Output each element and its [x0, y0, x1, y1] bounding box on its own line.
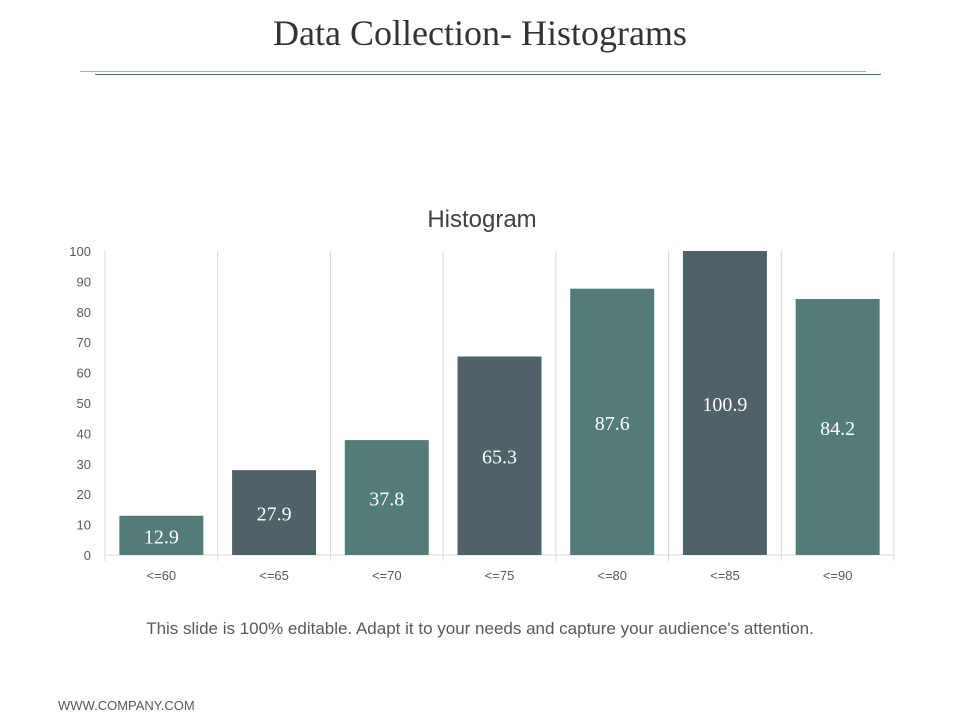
x-tick-label-1: <=60: [147, 568, 177, 583]
bar-3: [344, 440, 429, 555]
y-tick-label-50: 50: [77, 396, 91, 411]
y-tick-label-100: 100: [69, 244, 91, 259]
y-tick-label-60: 60: [77, 366, 91, 381]
x-tick-label-3: <=70: [372, 568, 402, 583]
data-label-6: 100.9: [702, 394, 747, 416]
chart-bars: [119, 251, 880, 555]
y-tick-label-0: 0: [84, 548, 91, 563]
title-divider-bottom: [95, 74, 881, 75]
y-tick-label-10: 10: [77, 518, 91, 533]
slide-title: Data Collection- Histograms: [273, 13, 687, 53]
chart-data-labels: 12.9 27.9 37.8 65.3 87.6 100.9 84.2: [144, 394, 855, 548]
slide-footnote: This slide is 100% editable. Adapt it to…: [146, 619, 814, 638]
y-tick-label-80: 80: [77, 305, 91, 320]
x-tick-label-2: <=65: [259, 568, 289, 583]
y-tick-label-40: 40: [77, 426, 91, 441]
chart-title: Histogram: [427, 206, 536, 233]
x-axis-ticks: <=60 <=65 <=70 <=75 <=80 <=85 <=90: [147, 568, 853, 583]
bar-2: [232, 470, 317, 555]
title-divider-top: [80, 71, 866, 72]
data-label-1: 12.9: [144, 526, 179, 548]
data-label-3: 37.8: [369, 489, 404, 511]
y-tick-label-70: 70: [77, 335, 91, 350]
company-website: WWW.COMPANY.COM: [58, 698, 195, 713]
x-tick-label-5: <=80: [597, 568, 627, 583]
bar-5: [570, 288, 655, 555]
y-tick-label-90: 90: [77, 274, 91, 289]
x-tick-label-4: <=75: [485, 568, 515, 583]
data-label-4: 65.3: [482, 447, 517, 469]
bar-4: [457, 356, 542, 555]
bar-1: [119, 515, 204, 555]
data-label-2: 27.9: [257, 504, 292, 526]
y-axis-ticks: 0 10 20 30 40 50 60 70 80 90 100: [69, 244, 91, 563]
bar-7: [795, 299, 880, 555]
y-tick-label-20: 20: [77, 487, 91, 502]
y-tick-label-30: 30: [77, 457, 91, 472]
data-label-7: 84.2: [820, 418, 855, 440]
data-label-5: 87.6: [595, 413, 630, 435]
bar-6: [682, 251, 767, 555]
x-tick-label-7: <=90: [823, 568, 853, 583]
x-tick-label-6: <=85: [710, 568, 740, 583]
